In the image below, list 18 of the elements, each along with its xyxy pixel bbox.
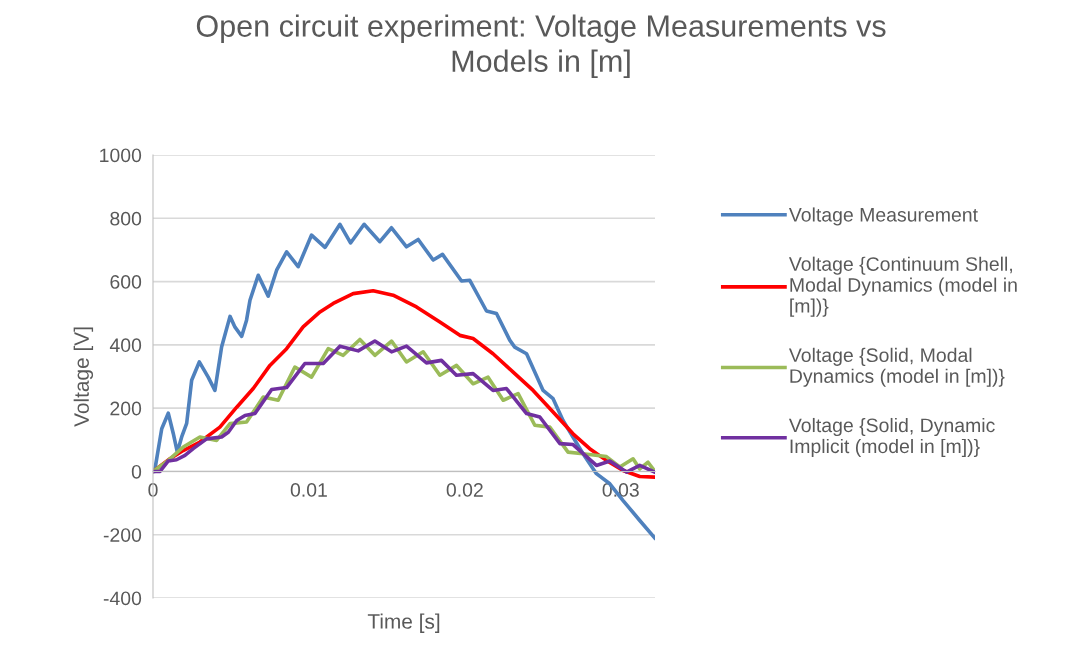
x-tick-label: 0.01 bbox=[290, 483, 327, 497]
y-tick-label: 0 bbox=[131, 464, 142, 479]
y-tick-label: 600 bbox=[110, 275, 142, 289]
x-tick-label: 0 bbox=[148, 483, 158, 497]
legend-label: Voltage {Solid, Modal Dynamics (model in [m])} bbox=[788, 347, 1005, 387]
y-tick-label: -400 bbox=[103, 591, 142, 606]
legend-label: Voltage {Continuum Shell, Modal Dynamics (model in [m])} bbox=[788, 256, 1017, 317]
y-axis-title: Voltage [V] bbox=[73, 327, 94, 427]
y-tick-label: -200 bbox=[103, 528, 142, 542]
y-tick-label: 400 bbox=[109, 338, 142, 353]
x-axis-title: Time [s] bbox=[367, 613, 440, 633]
legend-label: Voltage Measurement bbox=[788, 207, 978, 226]
y-tick-label: 800 bbox=[110, 211, 142, 226]
x-tick-label: 0.02 bbox=[446, 483, 483, 497]
chart-title: Open circuit experiment: Voltage Measurements vs Models in [m] bbox=[196, 14, 886, 79]
y-tick-label: 1000 bbox=[100, 148, 142, 163]
legend-label: Voltage {Solid, Dynamic Implicit (model in [m])} bbox=[788, 417, 995, 458]
y-tick-label: 200 bbox=[110, 401, 142, 416]
